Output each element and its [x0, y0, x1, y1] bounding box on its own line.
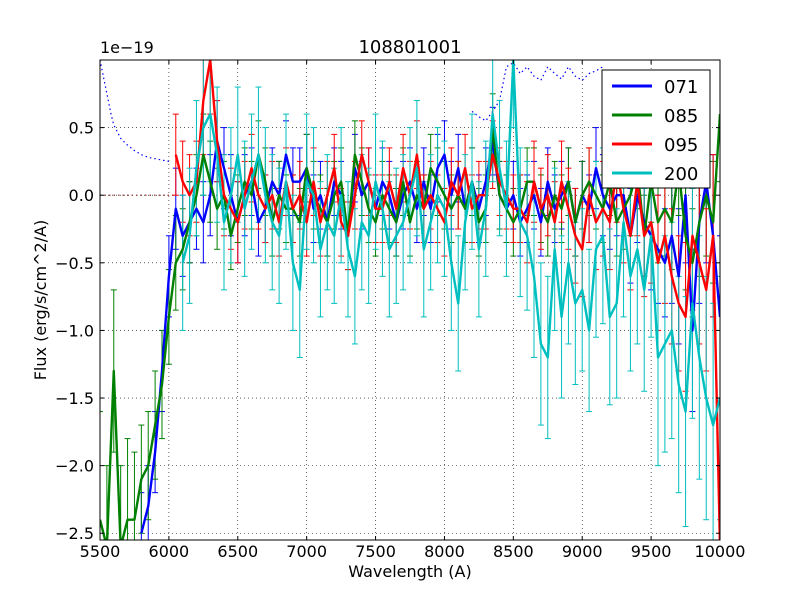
y-axis-label: Flux (erg/s/cm^2/A) [31, 220, 50, 381]
y-tick-label: −2.0 [55, 457, 94, 476]
x-tick-label: 9500 [631, 542, 672, 561]
reference-line-continuum-dotted [100, 60, 170, 162]
x-tick-label: 9000 [562, 542, 603, 561]
legend-label-200: 200 [664, 164, 698, 185]
legend-label-085: 085 [664, 106, 698, 127]
legend-label-095: 095 [664, 135, 698, 156]
legend-label-071: 071 [664, 77, 698, 98]
x-tick-label: 10000 [695, 542, 746, 561]
ticks: 5500 6000 6500 7000 7500 8000 8500 9000 9500 1000… [55, 60, 745, 561]
legend: 071 085 095 200 [601, 69, 711, 189]
chart-title: 108801001 [358, 37, 461, 58]
x-axis-label: Wavelength (A) [348, 562, 471, 581]
y-tick-label: −1.5 [55, 389, 94, 408]
x-tick-label: 6000 [149, 542, 190, 561]
reference-line-continuum-dotted-top [471, 61, 604, 122]
plot-frame [99, 59, 721, 541]
x-tick-label: 8000 [424, 542, 465, 561]
y-tick-label: 0.5 [69, 119, 94, 138]
series-line-095 [174, 60, 720, 540]
y-offset-text: 1e−19 [100, 38, 154, 57]
x-tick-label: 6500 [217, 542, 258, 561]
series-line-085 [100, 114, 720, 540]
series-line-200 [181, 60, 720, 427]
y-tick-label: −2.5 [55, 524, 94, 543]
y-tick-label: −0.5 [55, 254, 94, 273]
x-tick-label: 7500 [355, 542, 396, 561]
x-tick-label: 7000 [286, 542, 327, 561]
legend-box [601, 69, 711, 189]
y-tick-label: −1.0 [55, 321, 94, 340]
y-tick-label: 0.0 [69, 186, 94, 205]
x-tick-label: 5500 [80, 542, 121, 561]
x-tick-label: 8500 [493, 542, 534, 561]
